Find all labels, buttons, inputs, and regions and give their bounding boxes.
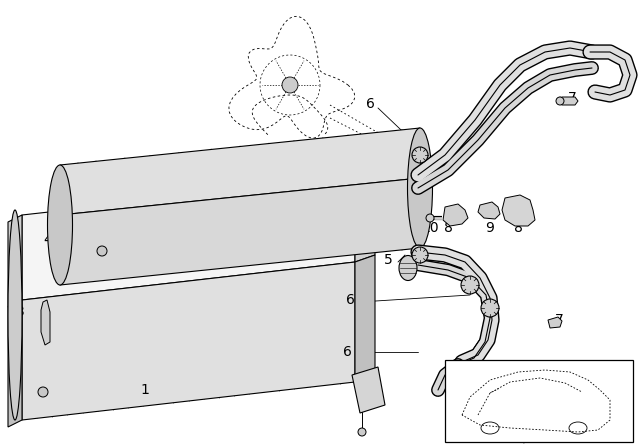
Circle shape xyxy=(358,428,366,436)
Text: 9: 9 xyxy=(486,221,495,235)
Circle shape xyxy=(412,247,428,263)
Ellipse shape xyxy=(8,210,22,420)
Circle shape xyxy=(282,77,298,93)
Polygon shape xyxy=(22,262,355,420)
Polygon shape xyxy=(60,178,420,285)
Circle shape xyxy=(97,246,107,256)
Circle shape xyxy=(412,147,428,163)
Text: 00/39-8: 00/39-8 xyxy=(514,435,546,444)
Text: 1: 1 xyxy=(141,383,149,397)
Polygon shape xyxy=(8,215,22,307)
Text: 6: 6 xyxy=(346,145,355,159)
Circle shape xyxy=(556,97,564,105)
Ellipse shape xyxy=(47,165,72,285)
Circle shape xyxy=(426,214,434,222)
Text: 4: 4 xyxy=(13,386,22,400)
Text: 6: 6 xyxy=(343,345,352,359)
Polygon shape xyxy=(478,202,500,219)
Text: 8: 8 xyxy=(444,221,452,235)
Text: 3: 3 xyxy=(15,305,24,319)
Circle shape xyxy=(38,387,48,397)
Polygon shape xyxy=(355,172,375,262)
Text: 6: 6 xyxy=(366,97,375,111)
Circle shape xyxy=(461,276,479,294)
Text: 7: 7 xyxy=(568,91,577,105)
Text: 7: 7 xyxy=(555,313,564,327)
Polygon shape xyxy=(352,367,385,413)
Polygon shape xyxy=(443,204,468,226)
Polygon shape xyxy=(60,128,420,215)
Polygon shape xyxy=(41,300,50,345)
Polygon shape xyxy=(559,97,578,105)
Polygon shape xyxy=(502,195,535,226)
Polygon shape xyxy=(8,300,22,427)
Text: 6: 6 xyxy=(346,293,355,307)
Polygon shape xyxy=(15,188,355,298)
Bar xyxy=(445,360,633,442)
Polygon shape xyxy=(355,255,375,388)
Circle shape xyxy=(481,299,499,317)
Polygon shape xyxy=(548,317,562,328)
Text: 5: 5 xyxy=(384,253,393,267)
Ellipse shape xyxy=(408,128,433,248)
Text: 4: 4 xyxy=(44,233,52,247)
Polygon shape xyxy=(22,178,355,300)
Text: 2: 2 xyxy=(248,168,257,182)
Text: 10: 10 xyxy=(421,221,439,235)
Text: 8: 8 xyxy=(513,221,522,235)
Ellipse shape xyxy=(399,255,417,280)
